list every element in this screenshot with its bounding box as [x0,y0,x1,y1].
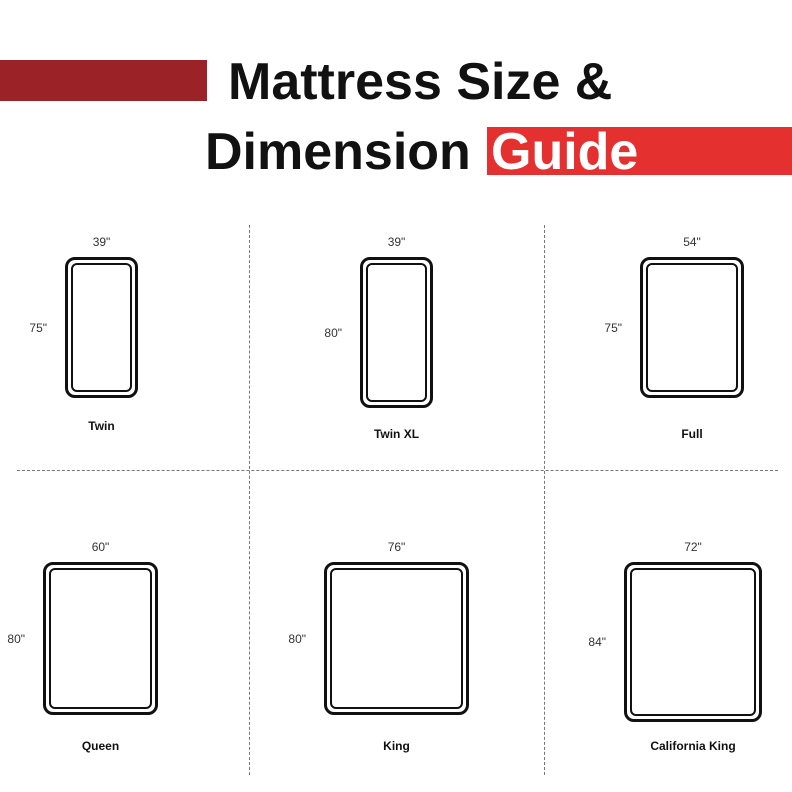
grid-divider-vertical [544,225,545,775]
mattress-name: Twin XL [373,427,420,441]
mattress-length-label: 75" [29,320,47,335]
mattress-outline [43,562,158,715]
mattress-inner-outline [330,568,463,709]
grid-divider-vertical [249,225,250,775]
mattress-outline [360,257,433,408]
mattress-inner-outline [630,568,756,716]
mattress-width-label: 72" [684,540,702,554]
mattress-length-label: 84" [588,635,606,649]
mattress-length-label: 75" [604,320,622,335]
mattress-inner-outline [646,263,738,392]
title-highlight: Guide [491,123,639,181]
mattress-name: Twin [88,419,115,433]
title-line-2: Dimension [205,123,471,181]
mattress-outline [65,257,138,398]
mattress-outline [640,257,744,398]
grid-divider-horizontal [17,470,778,471]
mattress-outline [624,562,762,722]
mattress-length-label: 80" [288,631,306,646]
mattress-name: King [383,739,410,753]
title-highlight-box [487,127,792,175]
mattress-name: California King [650,739,736,753]
mattress-inner-outline [366,263,427,402]
mattress-name: Queen [81,739,120,753]
mattress-length-label: 80" [7,631,25,646]
mattress-width-label: 76" [387,540,406,554]
mattress-length-label: 80" [324,325,342,340]
title-line-1: Mattress Size & [228,53,613,111]
decorative-red-bar [0,60,207,101]
mattress-width-label: 60" [91,540,110,554]
mattress-name: Full [681,427,703,441]
mattress-outline [324,562,469,715]
mattress-inner-outline [71,263,132,392]
mattress-width-label: 39" [92,235,111,249]
mattress-width-label: 39" [387,235,406,249]
mattress-width-label: 54" [683,235,701,249]
mattress-inner-outline [49,568,152,709]
